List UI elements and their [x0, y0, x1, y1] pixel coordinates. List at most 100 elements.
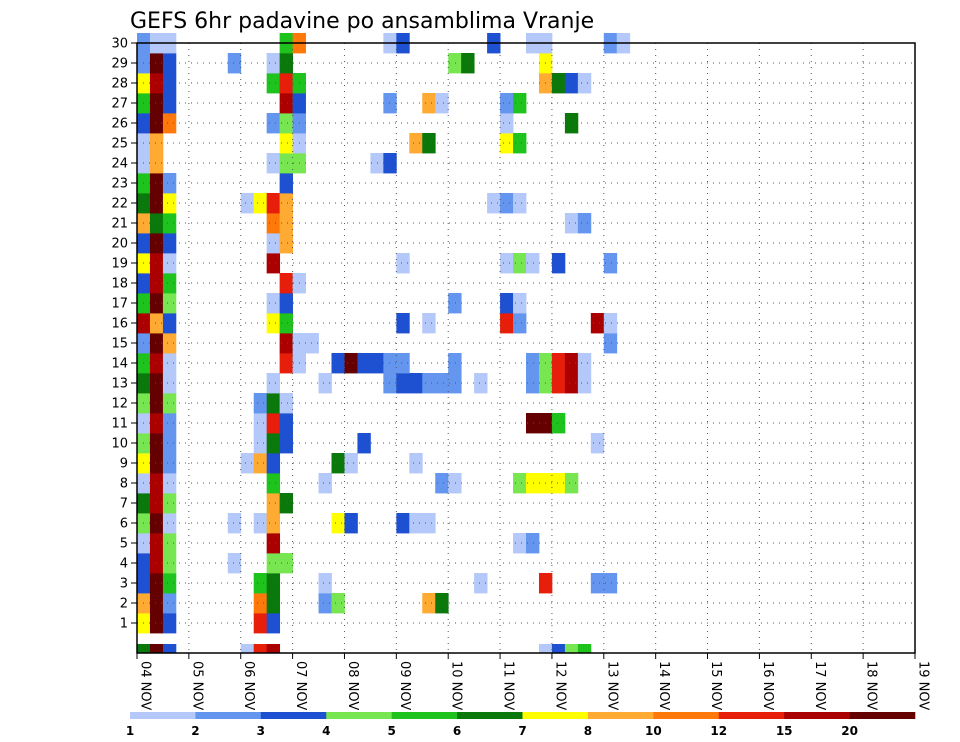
- heatmap-cell: [318, 573, 332, 594]
- heatmap-cell: [279, 173, 293, 194]
- heatmap-cell: [149, 473, 164, 494]
- heatmap-cell: [266, 433, 281, 454]
- heatmap-cell: [409, 513, 423, 534]
- heatmap-cell: [266, 73, 281, 94]
- y-tick-label: 24: [111, 157, 128, 172]
- heatmap-cell: [266, 213, 281, 234]
- colorbar-segment: [653, 712, 720, 719]
- heatmap-cell: [551, 73, 566, 94]
- heatmap-cell: [590, 433, 605, 454]
- colorbar-label: 10: [645, 724, 662, 738]
- heatmap-cell: [162, 373, 177, 394]
- heatmap-cell: [396, 373, 410, 394]
- heatmap-cell: [603, 333, 618, 354]
- y-tick-label: 20: [111, 237, 128, 252]
- y-tick-label: 26: [111, 117, 128, 132]
- heatmap-cell: [448, 293, 462, 314]
- heatmap-cell: [162, 293, 177, 314]
- heatmap-cell: [266, 253, 281, 274]
- heatmap-cell: [253, 193, 268, 214]
- heatmap-cell: [253, 393, 268, 414]
- y-tick-label: 14: [111, 357, 128, 372]
- y-tick-label: 13: [111, 377, 128, 392]
- heatmap-cell: [526, 533, 540, 554]
- heatmap-cell: [344, 513, 358, 534]
- x-tick-label: 13 NOV: [604, 661, 619, 710]
- heatmap-cell: [149, 213, 164, 234]
- heatmap-cell: [162, 273, 177, 294]
- heatmap-cell: [551, 644, 566, 653]
- heatmap-cell: [279, 413, 293, 434]
- y-tick-label: 4: [120, 557, 128, 572]
- heatmap-cell: [422, 513, 436, 534]
- heatmap-cell: [149, 173, 164, 194]
- heatmap-cell: [435, 473, 449, 494]
- heatmap-cell: [149, 353, 164, 374]
- y-tick-label: 6: [120, 517, 128, 532]
- heatmap-cell: [564, 113, 579, 134]
- colorbar-label: 4: [322, 724, 330, 738]
- heatmap-cell: [279, 273, 293, 294]
- heatmap-cell: [603, 573, 618, 594]
- heatmap-cell: [149, 193, 164, 214]
- heatmap-cell: [409, 453, 423, 474]
- heatmap-cell: [227, 553, 242, 574]
- heatmap-cell: [318, 373, 332, 394]
- colorbar-segment: [587, 712, 654, 719]
- x-tick-label: 04 NOV: [138, 661, 153, 710]
- heatmap-cell: [564, 373, 579, 394]
- heatmap-cell: [149, 153, 164, 174]
- heatmap-cell: [409, 373, 423, 394]
- heatmap-cell: [474, 373, 488, 394]
- heatmap-cell: [149, 293, 164, 314]
- heatmap-cell: [149, 333, 164, 354]
- heatmap-cell: [564, 213, 579, 234]
- heatmap-cell: [253, 573, 268, 594]
- y-tick-label: 18: [111, 277, 128, 292]
- heatmap-cell: [448, 473, 462, 494]
- y-tick-label: 7: [120, 497, 128, 512]
- heatmap-cell: [266, 153, 281, 174]
- heatmap-cell: [162, 193, 177, 214]
- heatmap-cell: [266, 553, 281, 574]
- heatmap-cell: [551, 353, 566, 374]
- heatmap-cell: [162, 644, 177, 653]
- heatmap-cell: [149, 113, 164, 134]
- y-tick-label: 27: [111, 97, 128, 112]
- heatmap-cell: [162, 613, 177, 634]
- heatmap-cell: [500, 113, 514, 134]
- heatmap-cell: [253, 644, 268, 653]
- colorbar-segment: [522, 712, 589, 719]
- heatmap-cell: [305, 333, 319, 354]
- heatmap-cell: [279, 53, 293, 74]
- heatmap-cell: [603, 313, 618, 334]
- heatmap-cell: [331, 513, 345, 534]
- y-tick-label: 19: [111, 257, 128, 272]
- heatmap-cell: [266, 644, 281, 653]
- heatmap-cell: [383, 373, 397, 394]
- y-tick-label: 5: [120, 537, 128, 552]
- colorbar-segment: [130, 712, 196, 719]
- y-tick-label: 10: [111, 437, 128, 452]
- x-tick-label: 07 NOV: [293, 661, 308, 710]
- colorbar-segment: [784, 712, 850, 719]
- heatmap-cell: [422, 313, 436, 334]
- x-tick-label: 06 NOV: [241, 661, 256, 710]
- heatmap-cell: [383, 153, 397, 174]
- heatmap-cell: [577, 353, 592, 374]
- heatmap-cell: [266, 533, 281, 554]
- heatmap-cell: [253, 453, 268, 474]
- plot-frame: [136, 42, 916, 654]
- heatmap-cell: [500, 253, 514, 274]
- chart-title: GEFS 6hr padavine po ansamblima Vranje: [130, 9, 594, 34]
- y-tick-label: 2: [120, 597, 128, 612]
- heatmap-cell: [279, 293, 293, 314]
- heatmap-cell: [162, 53, 177, 74]
- heatmap-cell: [162, 113, 177, 134]
- y-tick-label: 23: [111, 177, 128, 192]
- heatmap-cell: [331, 453, 345, 474]
- heatmap-cell: [500, 133, 514, 154]
- y-tick-label: 28: [111, 77, 128, 92]
- heatmap-cell: [435, 93, 449, 114]
